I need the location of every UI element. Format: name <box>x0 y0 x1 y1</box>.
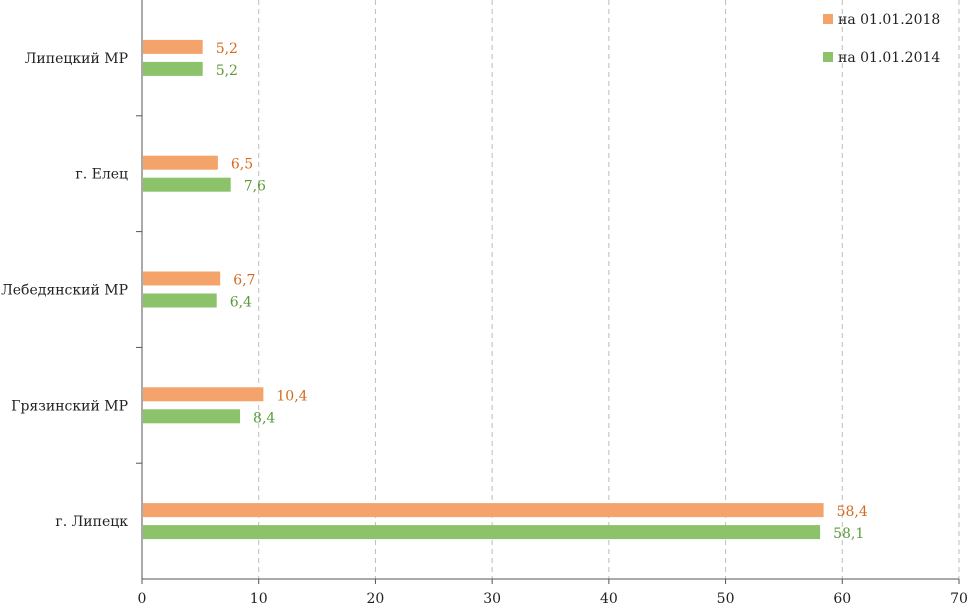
category-label-0: Липецкий МР <box>25 51 128 67</box>
x-tick-label-30: 30 <box>483 591 501 606</box>
value-label-s1-2: 6,4 <box>230 295 252 311</box>
bar-s1-1 <box>143 177 231 192</box>
legend-swatch-0 <box>823 14 833 24</box>
x-tick-label-60: 60 <box>833 591 851 606</box>
x-tick-label-20: 20 <box>367 591 385 606</box>
value-label-s0-3: 10,4 <box>276 388 307 404</box>
value-label-s1-0: 5,2 <box>216 63 238 79</box>
bar-s0-0 <box>143 39 203 54</box>
legend-swatch-1 <box>823 52 833 62</box>
x-tick-label-0: 0 <box>138 591 147 606</box>
category-label-3: Грязинский МР <box>11 398 128 414</box>
x-tick-label-70: 70 <box>950 591 968 606</box>
value-label-s1-4: 58,1 <box>833 526 864 542</box>
x-tick-label-50: 50 <box>717 591 735 606</box>
labels: Липецкий МР 5,2 5,2 г. Елец 6,5 7,6 Лебедянски… <box>1 41 868 542</box>
value-label-s0-4: 58,4 <box>837 504 868 520</box>
bar-s1-0 <box>143 61 203 76</box>
bar-s0-3 <box>143 387 264 402</box>
value-label-s0-1: 6,5 <box>231 157 253 173</box>
value-label-s0-2: 6,7 <box>233 273 255 289</box>
category-label-4: г. Липецк <box>55 514 128 530</box>
bar-s0-1 <box>143 155 218 170</box>
x-tick-label-10: 10 <box>250 591 268 606</box>
legend: на 01.01.2018 на 01.01.2014 <box>823 12 940 66</box>
value-label-s0-0: 5,2 <box>216 41 238 57</box>
bar-s1-3 <box>143 409 241 424</box>
category-label-1: г. Елец <box>75 167 128 183</box>
bar-s0-2 <box>143 271 221 286</box>
legend-label-1: на 01.01.2014 <box>838 50 940 66</box>
value-label-s1-3: 8,4 <box>253 410 275 426</box>
category-label-2: Лебедянский МР <box>1 283 128 299</box>
bars <box>143 39 824 540</box>
value-label-s1-1: 7,6 <box>244 179 266 195</box>
bar-s1-2 <box>143 293 217 308</box>
grid-lines <box>258 0 960 579</box>
x-tick-label-40: 40 <box>600 591 618 606</box>
legend-label-0: на 01.01.2018 <box>838 12 940 28</box>
bar-s1-4 <box>143 525 821 540</box>
axes: 0 10 20 30 40 50 60 70 <box>136 0 968 606</box>
bar-s0-4 <box>143 503 824 518</box>
